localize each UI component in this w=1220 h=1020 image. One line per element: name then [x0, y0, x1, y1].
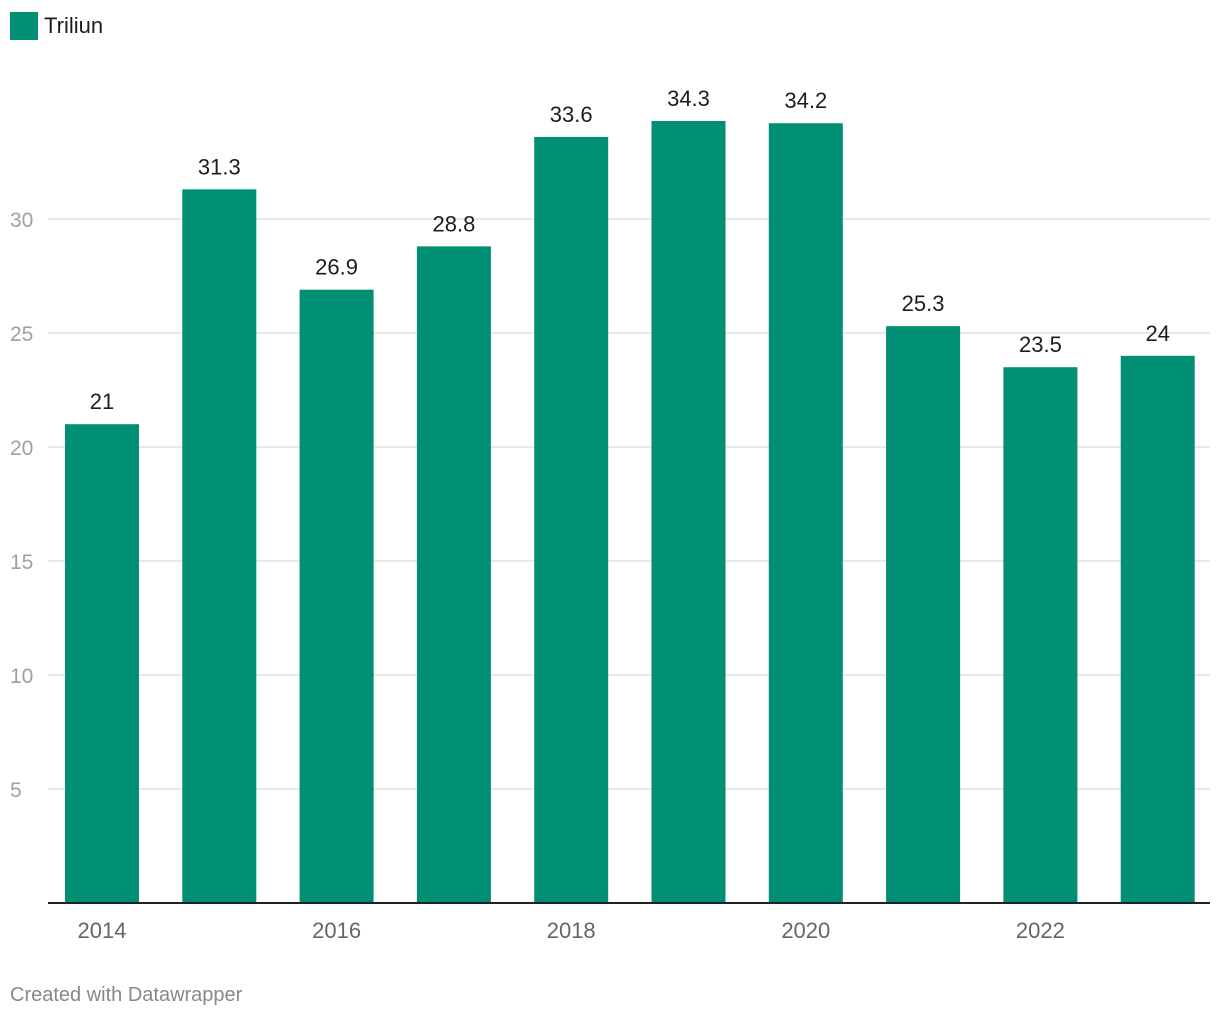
- bar: [182, 189, 257, 904]
- y-tick-label: 25: [10, 323, 33, 346]
- data-label: 31.3: [198, 154, 241, 179]
- legend: Triliun: [10, 12, 103, 40]
- legend-label: Triliun: [44, 13, 104, 38]
- legend-swatch: [10, 12, 38, 40]
- data-label: 34.2: [784, 88, 827, 113]
- bar: [1003, 367, 1078, 903]
- bar: [534, 136, 609, 904]
- footer-credit: Created with Datawrapper: [10, 984, 243, 1006]
- x-tick-label: 2022: [1016, 918, 1065, 943]
- bar: [65, 424, 139, 903]
- data-label: 25.3: [902, 291, 945, 316]
- bar: [768, 123, 843, 904]
- y-tick-label: 15: [10, 551, 33, 574]
- bar: [299, 289, 374, 903]
- bar: [886, 326, 961, 903]
- data-label: 33.6: [550, 102, 593, 127]
- bar: [416, 246, 491, 904]
- data-label: 24: [1145, 321, 1169, 346]
- data-label: 34.3: [667, 86, 710, 111]
- y-tick-label: 30: [10, 209, 33, 232]
- x-tick-label: 2018: [547, 918, 596, 943]
- y-tick-label: 10: [10, 665, 33, 688]
- x-tick-label: 2014: [78, 918, 127, 943]
- y-tick-label: 20: [10, 437, 33, 460]
- bar: [1120, 355, 1195, 903]
- bar: [651, 120, 726, 903]
- data-label: 23.5: [1019, 332, 1062, 357]
- data-label: 28.8: [432, 211, 475, 236]
- y-tick-label: 5: [10, 779, 22, 802]
- data-label: 21: [90, 389, 114, 414]
- x-tick-label: 2016: [312, 918, 361, 943]
- x-tick-label: 2020: [781, 918, 830, 943]
- data-label: 26.9: [315, 255, 358, 280]
